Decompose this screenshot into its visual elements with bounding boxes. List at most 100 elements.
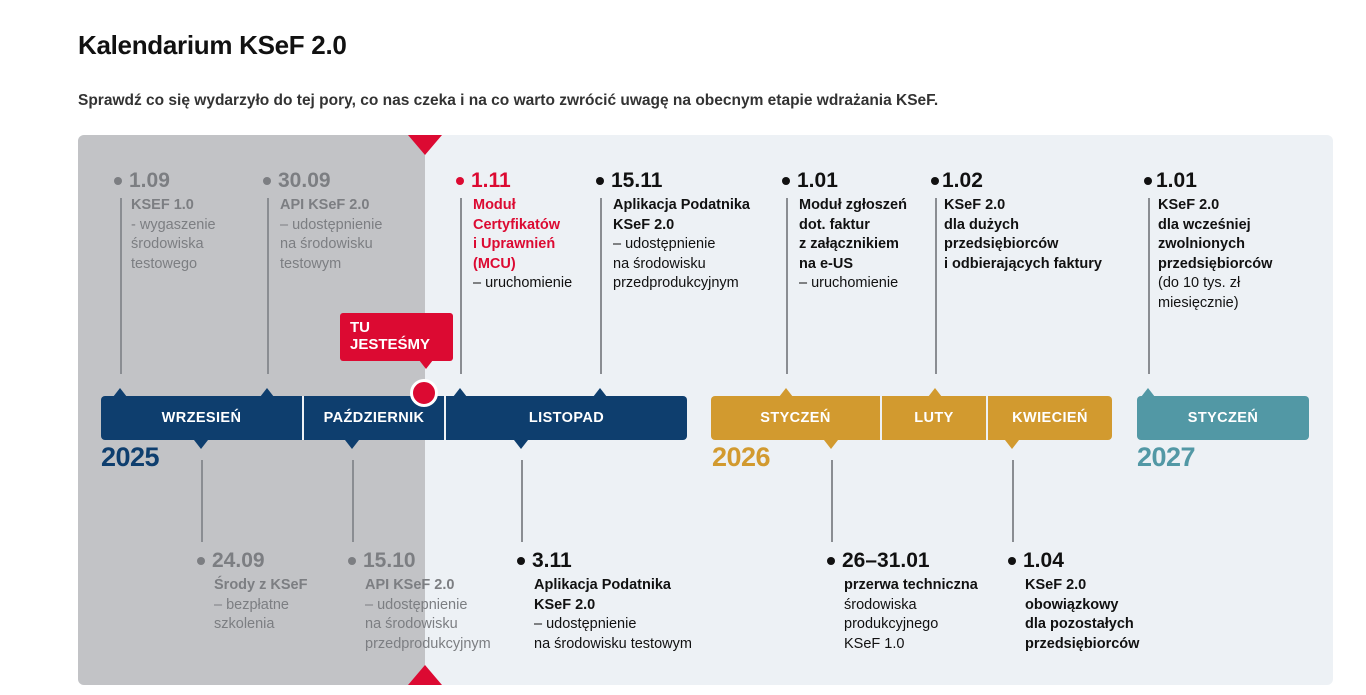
event-line: - wygaszenie [131,216,216,233]
badge-line-2: JESTEŚMY [350,336,431,353]
event-line: KSeF 2.0 [1025,577,1087,593]
event-line: – bezpłatne [214,596,289,613]
event-line: środowiska [131,236,204,252]
notch-down-icon [1005,440,1019,449]
connector-line [1148,198,1150,374]
event-line: i Uprawnień [473,236,556,252]
event-line: Moduł zgłoszeń [799,197,907,213]
event-line: KSeF 1.0 [844,635,905,652]
bullet-icon [348,557,356,565]
event-line: – udostępnienie [365,596,468,613]
month-styczen-2027: STYCZEŃ [1187,410,1259,426]
event-line: KSEF 1.0 [131,197,194,213]
event-line: Aplikacja Podatnika [534,577,671,593]
event-line: z załącznikiem [799,236,899,252]
bullet-icon [827,557,835,565]
event-line: (do 10 tys. zł [1158,275,1241,291]
connector-line [521,460,523,542]
event-line: dla wcześniej [1158,216,1251,233]
event-26-31-01: 26–31.01 przerwa techniczna środowiska pro… [827,550,978,654]
notch-up-icon [779,388,793,397]
event-date: 1.01 [797,169,838,192]
event-line: obowiązkowy [1025,596,1119,613]
event-15-10: 15.10 API KSeF 2.0 – udostępnienie na środ… [348,550,491,654]
event-line: przedsiębiorców [1158,255,1273,272]
event-24-09: 24.09 Środy z KSeF – bezpłatne szkolenia [197,550,307,635]
event-line: Certyfikatów [473,216,561,233]
badge-line-1: TU [350,319,370,336]
event-date: 3.11 [532,549,572,572]
event-line: testowym [280,255,342,272]
event-line: zwolnionych [1158,236,1245,252]
event-1-04: 1.04 KSeF 2.0 obowiązkowy dla pozostałych p… [1008,550,1139,654]
event-line: dot. faktur [799,216,870,233]
event-date: 30.09 [278,169,331,192]
notch-down-icon [514,440,528,449]
connector-line [120,198,122,374]
event-date: 1.02 [942,169,983,192]
event-line: Aplikacja Podatnika [613,197,750,213]
event-line: przedsiębiorców [944,236,1059,252]
event-1-02: 1.02 KSeF 2.0 dla dużych przedsiębiorców i … [931,170,1102,274]
connector-line [352,460,354,542]
event-line: dla pozostałych [1025,616,1134,632]
bullet-icon [456,177,464,185]
month-listopad: LISTOPAD [444,396,687,440]
year-label-2025: 2025 [101,442,160,472]
event-line: KSeF 2.0 [1158,197,1220,213]
month-bar-2027: STYCZEŃ [1137,396,1309,440]
event-line: przedprodukcyjnym [613,275,739,291]
notch-up-icon [260,388,274,397]
event-line: przedsiębiorców [1025,635,1140,652]
event-15-11: 15.11 Aplikacja Podatnika KSeF 2.0 – udost… [596,170,750,294]
notch-down-icon [345,440,359,449]
month-wrzesien: WRZESIEŃ [161,410,242,426]
event-1-01-2026: 1.01 Moduł zgłoszeń dot. faktur z załączni… [782,170,907,294]
page-subtitle: Sprawdź co się wydarzyło do tej pory, co… [78,92,939,109]
month-pazdziernik: PAŹDZIERNIK [302,396,444,440]
connector-line [831,460,833,542]
bullet-icon [114,177,122,185]
event-line: Środy z KSeF [214,577,308,593]
event-line: produkcyjnego [844,616,939,632]
bullet-icon [931,177,939,185]
event-date: 24.09 [212,549,265,572]
notch-up-icon [1141,388,1155,397]
event-1-09: 1.09 KSEF 1.0 - wygaszenie środowiska testo… [114,170,216,274]
event-line: – uruchomienie [799,275,899,291]
connector-line [267,198,269,374]
month-styczen-2026: STYCZEŃ [760,410,831,426]
event-line: – udostępnienie [534,616,637,632]
bullet-icon [517,557,525,565]
event-line: szkolenia [214,616,275,632]
event-line: KSeF 2.0 [944,197,1006,213]
current-position-badge: TU JESTEŚMY [340,313,453,369]
event-date: 1.01 [1156,169,1197,192]
bullet-icon [1144,177,1152,185]
current-position-top-triangle-icon [408,135,442,155]
month-kwiecien: KWIECIEŃ [986,396,1112,440]
event-30-09: 30.09 API KSeF 2.0 – udostępnienie na środ… [263,170,382,274]
event-line: przerwa techniczna [844,577,978,593]
event-line: i odbierających faktury [944,255,1102,272]
event-line: KSeF 2.0 [534,596,596,613]
event-date: 26–31.01 [842,549,930,572]
event-date: 15.10 [363,549,416,572]
bullet-icon [263,177,271,185]
month-luty: LUTY [880,396,986,440]
event-line: środowiska [844,596,917,613]
bullet-icon [197,557,205,565]
notch-down-icon [824,440,838,449]
event-line: na środowisku [365,616,458,632]
event-line: miesięcznie) [1158,294,1239,311]
event-date: 15.11 [611,169,663,192]
event-line: – udostępnienie [280,216,383,233]
connector-line [460,198,462,374]
connector-line [600,198,602,374]
event-line: na e-US [799,255,853,272]
event-line: – uruchomienie [473,275,573,291]
notch-up-icon [113,388,127,397]
event-line: (MCU) [473,255,516,272]
event-line: testowego [131,255,198,272]
bullet-icon [596,177,604,185]
